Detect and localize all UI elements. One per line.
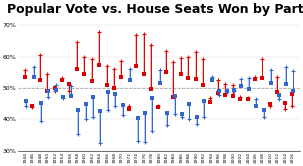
Title: Popular Vote vs. House Seats Won by Party: Popular Vote vs. House Seats Won by Part…	[7, 3, 303, 16]
